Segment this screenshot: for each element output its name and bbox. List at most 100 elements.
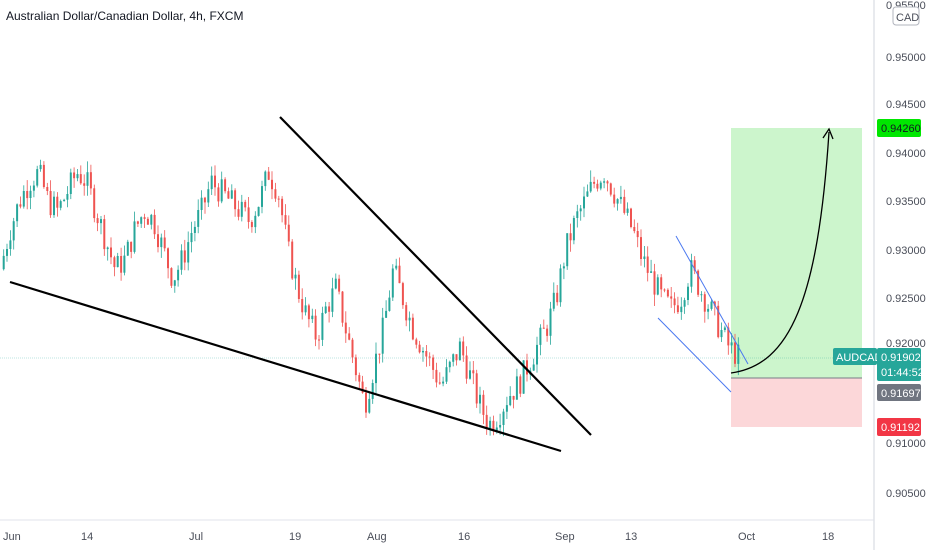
candle-body <box>180 250 183 270</box>
candle-body <box>100 219 102 224</box>
x-tick-label: Sep <box>555 531 575 543</box>
candle-body <box>257 206 260 216</box>
candle-body <box>351 339 354 358</box>
candle-body <box>526 360 528 375</box>
candle-body <box>314 315 317 340</box>
candle-body <box>220 179 223 202</box>
candle-body <box>183 250 186 263</box>
candle-body <box>650 271 653 273</box>
candle-body <box>177 269 180 281</box>
x-tick-label: 18 <box>822 531 834 543</box>
candle-body <box>690 260 693 287</box>
candle-body <box>499 425 502 428</box>
candle-body <box>42 164 45 187</box>
candle-body <box>203 197 206 203</box>
candle-body <box>6 249 8 256</box>
candle-body <box>475 373 478 404</box>
candle-body <box>458 341 461 361</box>
candle-body <box>549 308 552 336</box>
candle-body <box>368 398 371 413</box>
candle-body <box>505 405 508 412</box>
candle-body <box>324 306 327 313</box>
candle-body <box>670 296 673 299</box>
candle-body <box>116 256 119 268</box>
candle-body <box>230 190 233 199</box>
projection-curve[interactable] <box>730 131 830 374</box>
currency-badge[interactable] <box>892 6 920 26</box>
candle-body <box>307 305 310 320</box>
candle-body <box>489 420 492 429</box>
candle-body <box>603 181 606 183</box>
candle-body <box>240 201 243 217</box>
candle-body <box>391 268 394 298</box>
entry-price-label: 0.91697 <box>881 388 921 400</box>
candle-body <box>334 278 337 289</box>
symbol-label: AUDCAD <box>836 352 883 364</box>
stop-zone[interactable] <box>731 378 862 427</box>
candle-body <box>552 292 555 309</box>
candle-body <box>626 208 629 213</box>
candle-body <box>160 237 163 248</box>
candle-body <box>281 198 284 216</box>
candle-body <box>96 218 99 224</box>
currency-badge-label: CAD <box>896 12 919 24</box>
candle-body <box>146 218 149 225</box>
candle-body <box>613 194 616 204</box>
candle-body <box>73 172 76 179</box>
candle-body <box>110 247 112 258</box>
candle-body <box>502 411 505 425</box>
candle-body <box>710 301 713 309</box>
candle-body <box>519 376 522 394</box>
candle-body <box>49 191 52 216</box>
channel-upper-line[interactable] <box>675 235 749 365</box>
candle-body <box>210 175 213 190</box>
entry-price-tag <box>877 384 921 401</box>
candle-body <box>512 396 515 400</box>
candle-body <box>250 222 253 228</box>
target-zone[interactable] <box>731 128 862 378</box>
candle-body <box>297 274 300 299</box>
candle-body <box>680 306 683 313</box>
candle-body <box>703 294 706 312</box>
symbol-tag <box>833 348 877 365</box>
candle-body <box>106 247 109 250</box>
candle-body <box>666 289 669 297</box>
candle-body <box>485 414 488 429</box>
candle-body <box>120 256 123 273</box>
candle-body <box>237 209 240 217</box>
candle-body <box>418 344 421 353</box>
candle-body <box>646 256 649 273</box>
candle-body <box>12 221 15 241</box>
wedge-upper-trendline[interactable] <box>279 116 592 436</box>
x-tick-label: Jul <box>189 531 203 543</box>
wedge-lower-trendline[interactable] <box>9 280 562 453</box>
candle-body <box>301 299 304 313</box>
candle-body <box>583 196 585 209</box>
candle-body <box>287 224 290 242</box>
candle-body <box>623 196 626 213</box>
candle-body <box>348 333 351 340</box>
candle-body <box>32 185 35 191</box>
candle-body <box>469 370 471 379</box>
channel-lower-line[interactable] <box>657 317 732 393</box>
candle-body <box>83 183 86 186</box>
target-price-tag <box>877 119 921 137</box>
candle-body <box>271 179 273 190</box>
candle-body <box>619 196 622 200</box>
candle-body <box>425 351 428 357</box>
x-tick-label: 14 <box>81 531 93 543</box>
candle-body <box>643 256 646 259</box>
candle-body <box>207 189 210 203</box>
current-price-tag <box>877 348 921 381</box>
candle-body <box>126 241 129 256</box>
candle-body <box>697 270 700 295</box>
candle-body <box>673 298 676 306</box>
candle-body <box>536 344 538 365</box>
candle-body <box>482 394 485 415</box>
y-tick-label: 0.93000 <box>886 245 926 257</box>
candle-body <box>717 305 720 338</box>
candle-body <box>163 237 166 249</box>
candle-body <box>730 342 733 346</box>
candle-body <box>63 199 66 202</box>
